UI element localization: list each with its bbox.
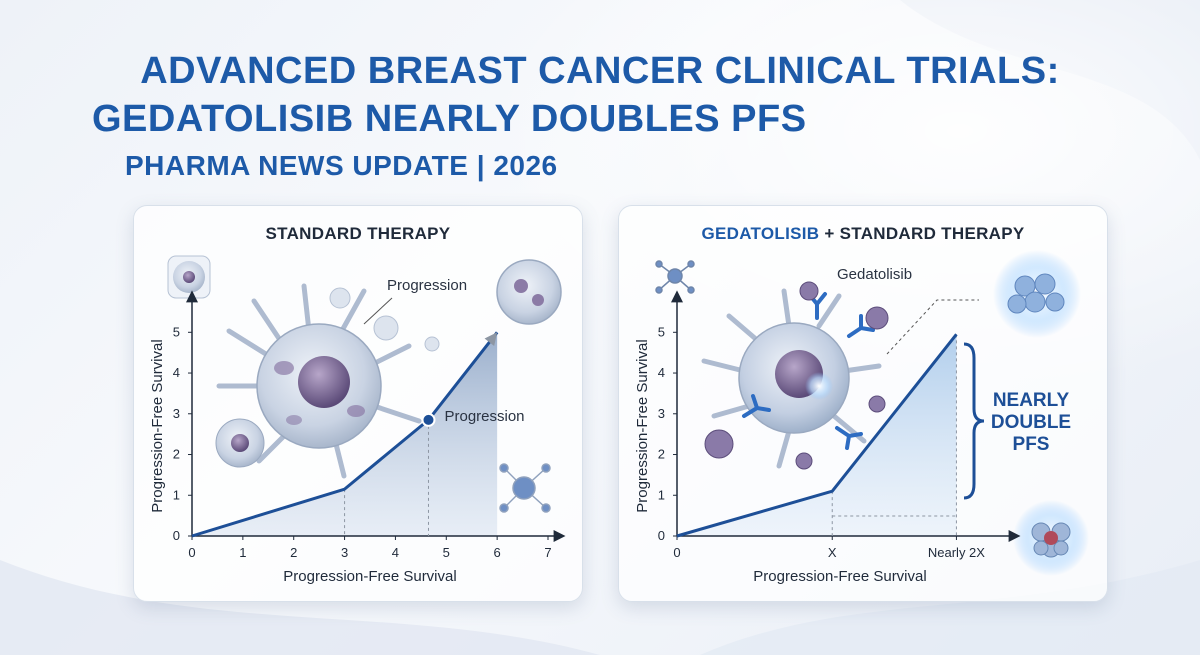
series-line [191,331,499,538]
x-tick-label: 1 [239,545,246,560]
chart-title-standard: STANDARD THERAPY [265,224,451,243]
y-tick-label: 1 [173,487,180,502]
cell-cluster-icon [1013,500,1089,576]
cancer-cell-icon [216,283,422,479]
x-tick-label: 4 [392,545,399,560]
x-axis-label: Progression-Free Survival [753,568,926,585]
y-tick-label: 0 [173,528,180,543]
y-tick-label: 5 [173,324,180,339]
y-tick-label: 4 [173,365,180,380]
x-tick-label: 0 [673,545,680,560]
cancer-cell-icon [701,288,882,469]
chart-standard-therapy: Progression 0 1 2 3 4 5 0 1 2 3 4 5 6 7 Progression-Fr… [149,255,566,585]
callout-nearly-double-pfs: PFS [1013,434,1050,455]
y-tick-label: 3 [173,406,180,421]
annotation-progression-top: Progression [387,277,467,294]
series-area [677,334,957,536]
cancer-cell-icon [167,255,211,299]
headline-line-1: ADVANCED BREAST CANCER CLINICAL TRIALS: [140,50,1060,92]
y-tick-label: 1 [658,487,665,502]
chart-title-drug: GEDATOLISIB [701,224,820,243]
x-tick-label: Nearly 2X [928,545,985,560]
x-tick-label: 6 [494,545,501,560]
series-area [192,332,498,536]
chart-title-suffix: + STANDARD THERAPY [824,224,1025,243]
cancer-cell-icon [496,259,562,325]
brace-icon [963,342,985,500]
y-tick-label: 2 [658,447,665,462]
panel-standard-therapy: STANDARD THERAPY [133,205,583,602]
x-tick-label: 5 [443,545,450,560]
cell-cluster-icon [993,250,1081,338]
series-arrowhead [484,332,498,346]
series-line [676,333,958,538]
annotation-gedatolisib: Gedatolisib [837,266,912,283]
bubble-icon [329,287,351,309]
bubble-icon [373,315,399,341]
chart-title-gedatolisib: GEDATOLISIB + STANDARD THERAPY [619,224,1107,244]
y-tick-label: 0 [658,528,665,543]
molecule-icon [499,463,551,513]
x-tick-label: 7 [544,545,551,560]
y-tick-label: 4 [658,365,665,380]
x-tick-label: 0 [188,545,195,560]
progression-marker [421,412,436,427]
y-tick-label: 2 [173,447,180,462]
x-tick-label: 3 [341,545,348,560]
x-axis-label: Progression-Free Survival [283,568,456,585]
annotation-progression: Progression [444,408,524,425]
cancer-cell-icon [215,418,265,468]
molecule-icon [655,260,695,294]
annotation-pointer [886,299,979,355]
annotation-pointer [363,297,393,325]
callout-nearly-double-pfs: NEARLY [993,390,1070,411]
headline-line-2: GEDATOLISIB NEARLY DOUBLES PFS [92,98,807,140]
panel-gedatolisib-therapy: GEDATOLISIB + STANDARD THERAPY [618,205,1108,602]
x-tick-label: X [828,545,837,560]
bubble-icon [424,336,440,352]
cancer-cell-icon [704,281,889,470]
callout-nearly-double-pfs: DOUBLE [991,412,1071,433]
y-tick-label: 5 [658,324,665,339]
y-axis-label: Progression-Free Survival [634,339,651,512]
y-axis-label: Progression-Free Survival [149,339,166,512]
headline-subtitle: PHARMA NEWS UPDATE | 2026 [125,150,558,181]
x-tick-label: 2 [290,545,297,560]
y-tick-label: 3 [658,406,665,421]
